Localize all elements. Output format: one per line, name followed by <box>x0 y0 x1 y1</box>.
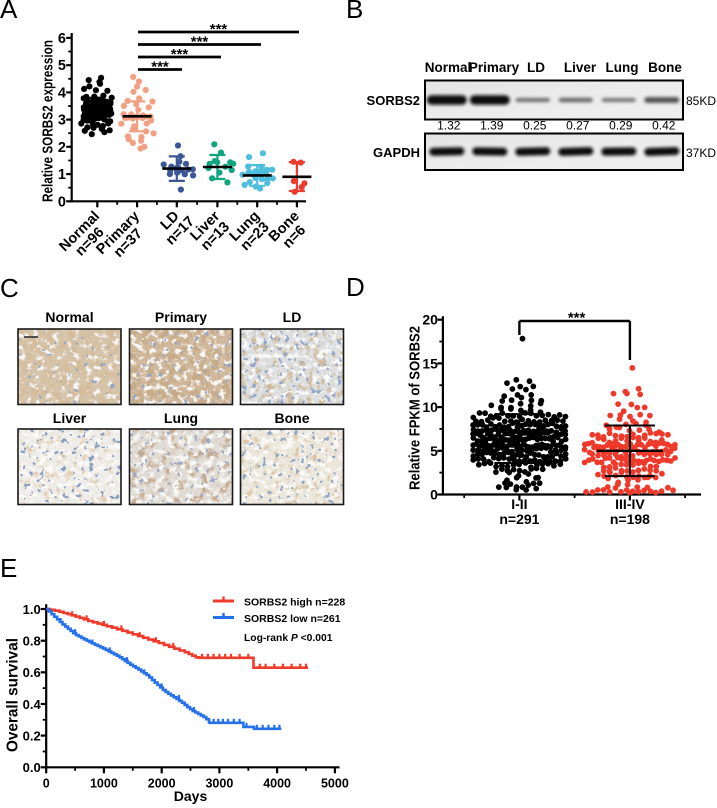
svg-text:3000: 3000 <box>205 776 233 790</box>
svg-text:III-IV: III-IV <box>615 496 645 512</box>
svg-text:n=198: n=198 <box>610 511 650 527</box>
svg-text:15: 15 <box>422 355 438 371</box>
svg-text:37KD: 37KD <box>686 146 716 160</box>
svg-text:Relative FPKM of SORBS2: Relative FPKM of SORBS2 <box>408 326 424 490</box>
svg-text:Relative SORBS2 expression: Relative SORBS2 expression <box>41 40 57 202</box>
svg-text:Bone: Bone <box>648 60 682 75</box>
svg-text:D: D <box>346 272 365 302</box>
svg-text:0.4: 0.4 <box>23 697 42 712</box>
svg-text:0: 0 <box>58 194 66 210</box>
svg-text:20: 20 <box>422 312 438 328</box>
svg-text:Primary: Primary <box>155 309 207 325</box>
svg-text:5000: 5000 <box>321 776 349 790</box>
svg-text:Lung: Lung <box>606 60 639 75</box>
svg-text:SORBS2 low n=261: SORBS2 low n=261 <box>244 613 341 625</box>
svg-text:0.27: 0.27 <box>566 119 590 133</box>
svg-text:***: *** <box>191 33 209 50</box>
svg-text:LD: LD <box>283 309 302 325</box>
svg-text:85KD: 85KD <box>686 94 716 108</box>
svg-text:2000: 2000 <box>148 776 176 790</box>
svg-text:6: 6 <box>58 31 66 47</box>
svg-text:1.39: 1.39 <box>480 119 504 133</box>
svg-text:E: E <box>0 553 17 583</box>
svg-text:I-II: I-II <box>511 496 527 512</box>
svg-text:Normal: Normal <box>425 60 472 75</box>
svg-text:0.0: 0.0 <box>23 760 41 775</box>
svg-text:5: 5 <box>58 58 66 74</box>
svg-text:n=291: n=291 <box>499 511 539 527</box>
svg-text:SORBS2: SORBS2 <box>367 93 420 108</box>
svg-text:1: 1 <box>58 167 66 183</box>
svg-text:0.29: 0.29 <box>609 119 633 133</box>
svg-text:C: C <box>0 273 19 303</box>
svg-text:***: *** <box>151 58 169 75</box>
svg-text:GAPDH: GAPDH <box>373 145 420 160</box>
svg-text:10: 10 <box>422 399 438 415</box>
svg-text:***: *** <box>210 21 228 38</box>
svg-text:B: B <box>346 0 363 24</box>
svg-text:0.2: 0.2 <box>23 728 41 743</box>
svg-text:***: *** <box>171 46 189 63</box>
svg-text:0.42: 0.42 <box>652 119 676 133</box>
svg-text:Normal: Normal <box>45 309 93 325</box>
svg-text:0.8: 0.8 <box>23 634 41 649</box>
svg-text:5: 5 <box>430 443 438 459</box>
svg-text:0.25: 0.25 <box>523 119 547 133</box>
svg-text:Primary: Primary <box>469 60 520 75</box>
svg-text:4000: 4000 <box>263 776 291 790</box>
svg-text:3: 3 <box>58 113 66 129</box>
svg-text:Liver: Liver <box>53 410 87 426</box>
svg-text:0: 0 <box>430 487 438 503</box>
svg-text:LD: LD <box>527 60 545 75</box>
svg-text:Liver: Liver <box>564 60 597 75</box>
svg-text:0: 0 <box>43 776 50 790</box>
svg-text:1.32: 1.32 <box>437 119 461 133</box>
svg-text:SORBS2 high n=228: SORBS2 high n=228 <box>244 597 345 609</box>
svg-text:1000: 1000 <box>90 776 118 790</box>
svg-text:Overall survival: Overall survival <box>5 638 22 752</box>
svg-text:4: 4 <box>58 86 66 102</box>
svg-text:0.6: 0.6 <box>23 665 41 680</box>
svg-text:Lung: Lung <box>164 410 198 426</box>
svg-text:Log-rank P <0.001: Log-rank P <0.001 <box>244 633 333 644</box>
svg-text:Days: Days <box>174 788 208 804</box>
svg-text:***: *** <box>568 310 586 327</box>
svg-text:1.0: 1.0 <box>23 602 41 617</box>
svg-text:Bone: Bone <box>275 410 310 426</box>
svg-text:A: A <box>0 0 18 24</box>
svg-text:2: 2 <box>58 140 66 156</box>
